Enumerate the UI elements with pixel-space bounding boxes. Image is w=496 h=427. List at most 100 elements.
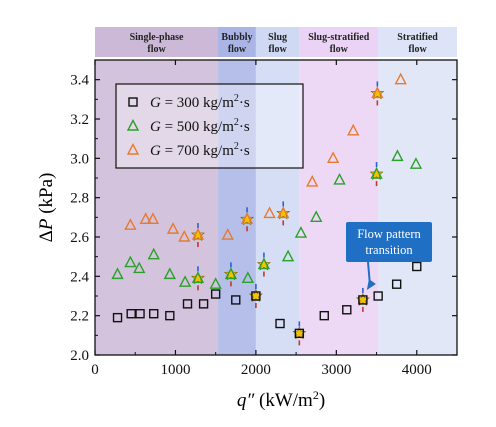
point-2-2 bbox=[146, 212, 160, 225]
band-label-0-1: flow bbox=[147, 44, 166, 55]
star-marker-1-8 bbox=[223, 267, 238, 281]
flow-regime-labels: Single-phaseflowBubblyflowSlugflowSlug-s… bbox=[130, 32, 439, 55]
point-0-13 bbox=[342, 305, 352, 315]
point-2-6 bbox=[221, 228, 234, 240]
point-0-11 bbox=[294, 328, 305, 339]
point-1-4 bbox=[163, 267, 176, 280]
y-tick-label-3: 2.6 bbox=[70, 230, 89, 246]
header-gap bbox=[95, 57, 457, 60]
y-tick-label-4: 2.8 bbox=[70, 191, 89, 207]
star-marker-1-10 bbox=[256, 257, 271, 271]
band-header-3 bbox=[299, 27, 379, 57]
point-0-15 bbox=[373, 291, 383, 301]
point-0-10 bbox=[275, 318, 285, 329]
x-tick-label-0: 0 bbox=[91, 362, 99, 378]
star-marker-2-13 bbox=[370, 86, 385, 100]
y-tick-label-7: 3.4 bbox=[70, 73, 89, 89]
annotation-text-1: transition bbox=[365, 243, 413, 257]
point-0-1 bbox=[126, 309, 136, 319]
point-0-5 bbox=[182, 299, 193, 309]
point-2-8 bbox=[263, 206, 276, 219]
band-label-3-1: flow bbox=[330, 44, 349, 55]
annotation-arrow-head bbox=[366, 278, 376, 290]
band-2 bbox=[255, 27, 300, 355]
point-0-17 bbox=[412, 261, 422, 272]
star-marker-1-15 bbox=[369, 166, 384, 181]
band-label-2-0: Slug bbox=[268, 32, 287, 43]
point-2-12 bbox=[347, 123, 360, 136]
flow-regime-bands bbox=[95, 27, 457, 355]
legend-marker-0 bbox=[128, 97, 138, 107]
x-tick-label-2: 2000 bbox=[241, 362, 271, 378]
point-1-17 bbox=[409, 157, 423, 169]
point-0-4 bbox=[165, 310, 175, 321]
point-0-9 bbox=[251, 291, 261, 301]
point-2-11 bbox=[326, 151, 340, 164]
star-marker-2-5 bbox=[191, 227, 205, 241]
band-3 bbox=[299, 27, 379, 355]
band-header-2 bbox=[255, 27, 300, 57]
point-2-9 bbox=[277, 206, 290, 219]
point-0-12 bbox=[319, 310, 329, 321]
y-tick-label-2: 2.4 bbox=[70, 269, 89, 285]
point-1-5 bbox=[178, 275, 192, 287]
legend: G = 300 kg/m2·s G = 500 kg/m2·s G = 700 kg… bbox=[115, 83, 304, 169]
tick-labels: 0 1000 2000 3000 4000 2.0 2.2 2.4 2.6 2.8 3.0 3.2 3.… bbox=[70, 73, 432, 378]
band-label-1-0: Bubbly bbox=[221, 32, 252, 43]
legend-box bbox=[115, 83, 304, 169]
point-2-3 bbox=[166, 222, 180, 234]
band-label-0-0: Single-phase bbox=[130, 32, 184, 43]
band-4 bbox=[378, 27, 457, 355]
point-1-6 bbox=[191, 271, 205, 283]
band-label-4-0: Stratified bbox=[397, 32, 438, 43]
point-1-3 bbox=[147, 247, 160, 260]
point-1-11 bbox=[281, 249, 295, 262]
legend-marker-1 bbox=[126, 118, 140, 131]
legend-label-2: G = 700 kg/m2·s bbox=[150, 141, 250, 159]
point-2-13 bbox=[371, 86, 384, 99]
point-0-3 bbox=[149, 309, 159, 319]
x-tick-label-4: 4000 bbox=[402, 362, 432, 378]
point-2-1 bbox=[139, 212, 152, 225]
highlight-error-bars bbox=[197, 81, 379, 346]
point-1-15 bbox=[370, 167, 383, 179]
point-1-1 bbox=[124, 255, 137, 268]
point-1-7 bbox=[209, 277, 222, 289]
axes bbox=[94, 59, 458, 356]
point-1-13 bbox=[310, 210, 323, 223]
point-2-5 bbox=[191, 228, 205, 240]
data-points bbox=[111, 72, 423, 339]
legend-label-1: G = 500 kg/m2·s bbox=[150, 117, 250, 135]
star-marker-2-9 bbox=[276, 206, 291, 220]
axis-titles: q″ (kW/m2) ΔP (kPa) bbox=[36, 173, 325, 411]
point-1-2 bbox=[133, 261, 146, 274]
point-0-8 bbox=[231, 295, 241, 305]
point-1-8 bbox=[224, 267, 238, 280]
y-tick-label-0: 2.0 bbox=[70, 348, 89, 364]
point-0-14 bbox=[358, 295, 368, 305]
band-header-4 bbox=[378, 27, 457, 57]
point-0-2 bbox=[135, 309, 145, 319]
band-label-4-1: flow bbox=[408, 44, 427, 55]
point-1-0 bbox=[111, 267, 124, 280]
point-2-0 bbox=[124, 218, 137, 230]
plot-frame bbox=[94, 59, 458, 356]
band-label-1-1: flow bbox=[228, 44, 247, 55]
point-0-7 bbox=[210, 289, 221, 299]
point-2-10 bbox=[306, 174, 319, 187]
band-header-0 bbox=[95, 27, 219, 57]
annotation: Flow pattern transition bbox=[346, 222, 432, 290]
x-tick-label-3: 3000 bbox=[321, 362, 351, 378]
band-label-3-0: Slug-stratified bbox=[308, 32, 370, 43]
x-tick-label-1: 1000 bbox=[160, 362, 190, 378]
point-2-7 bbox=[240, 212, 254, 225]
point-0-16 bbox=[391, 279, 402, 289]
x-axis-title: q″ (kW/m2) bbox=[237, 388, 325, 411]
point-2-4 bbox=[178, 229, 191, 242]
y-axis-title: ΔP (kPa) bbox=[36, 173, 57, 243]
point-1-10 bbox=[257, 257, 271, 270]
point-1-14 bbox=[333, 172, 346, 185]
point-0-6 bbox=[198, 299, 209, 309]
point-1-16 bbox=[391, 149, 404, 162]
